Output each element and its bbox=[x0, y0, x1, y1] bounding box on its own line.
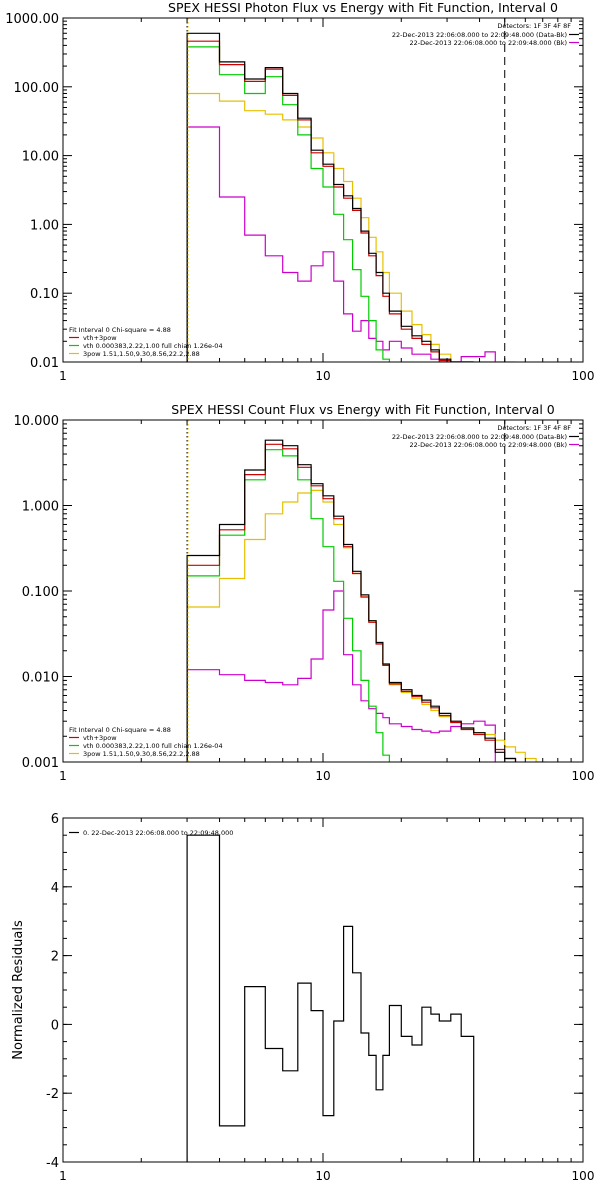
count-series-22-dec-2013-22-06-08-000-to-22-09-48-000 bbox=[186, 590, 496, 762]
photon-legend-tr-header: Detectors: 1F 3F 4F 8F bbox=[497, 22, 571, 30]
count-series-vth-3pow bbox=[186, 443, 517, 762]
count-legend-tr-header: Detectors: 1F 3F 4F 8F bbox=[497, 424, 571, 432]
residuals-xtick-label: 100 bbox=[572, 1169, 595, 1183]
count-xtick-label: 10 bbox=[315, 769, 330, 783]
residuals-legend-label: 0. 22-Dec-2013 22:06:08.000 to 22:09:48.… bbox=[83, 829, 233, 837]
photon-ytick-label: 100.00 bbox=[14, 81, 60, 96]
photon-xtick-label: 1 bbox=[59, 369, 67, 383]
photon-series-vth-3pow bbox=[186, 40, 474, 362]
photon-ytick-label: 0.01 bbox=[30, 356, 59, 371]
count-title: SPEX HESSI Count Flux vs Energy with Fit… bbox=[171, 402, 554, 417]
count-ytick-label: 0.010 bbox=[22, 671, 59, 686]
count-ytick-label: 0.001 bbox=[22, 756, 59, 771]
count-series-vth-0-000383-2-22-1-00-full-chian-1-26e- bbox=[186, 449, 390, 762]
photon-ytick-label: 10.00 bbox=[22, 150, 59, 165]
residuals-ylabel: Normalized Residuals bbox=[11, 920, 26, 1060]
photon-panel: 1 10 100 0.01 0.10 1.00 10.00 100.00 1000.00 SPEX… bbox=[5, 0, 594, 383]
count-legend-bl-label: vth 0.000383,2.22,1.00 full chian 1.26e-… bbox=[83, 742, 223, 750]
count-legend-bl-header: Fit Interval 0 Chi-square = 4.88 bbox=[69, 726, 171, 734]
photon-xtick-label: 10 bbox=[315, 369, 330, 383]
photon-ytick-label: 1000.00 bbox=[5, 12, 59, 27]
count-legend-tr-label: 22-Dec-2013 22:06:08.000 to 22:09:48.000… bbox=[410, 441, 568, 449]
photon-ytick-label: 1.00 bbox=[30, 218, 59, 233]
photon-series-data bbox=[186, 32, 474, 362]
photon-xtick-label: 100 bbox=[572, 369, 595, 383]
count-legend-tr-label: 22-Dec-2013 22:06:08.000 to 22:09:48.000… bbox=[392, 433, 567, 441]
photon-legend-bl-label: 3pow 1.51,1.50,9.30,8.56,22.2,2.88 bbox=[83, 350, 200, 358]
count-ytick-label: 10.000 bbox=[14, 414, 60, 429]
residuals-ytick-label: -4 bbox=[46, 1156, 59, 1171]
photon-legend-bl-label: vth+3pow bbox=[83, 334, 117, 342]
residuals-xtick-label: 1 bbox=[59, 1169, 67, 1183]
count-panel: 1 10 100 0.001 0.010 0.100 1.000 10.000 SPEX HES… bbox=[14, 402, 595, 783]
residuals-panel: 1 10 100 -4 -2 0 2 4 6 Normalized Residuals 0. 22-… bbox=[11, 812, 594, 1183]
photon-ytick-label: 0.10 bbox=[30, 287, 59, 302]
residuals-ytick-label: 0 bbox=[51, 1018, 59, 1033]
photon-series-vth-0-000383-2-22-1-00-full-chian-1-26e- bbox=[186, 46, 390, 362]
count-xtick-label: 100 bbox=[572, 769, 595, 783]
count-ytick-label: 1.000 bbox=[22, 500, 59, 515]
residuals-ytick-label: 4 bbox=[51, 881, 59, 896]
count-legend-bl-label: vth+3pow bbox=[83, 734, 117, 742]
count-xtick-label: 1 bbox=[59, 769, 67, 783]
photon-title: SPEX HESSI Photon Flux vs Energy with Fi… bbox=[168, 0, 558, 15]
residuals-ytick-label: 6 bbox=[51, 812, 59, 827]
residuals-xtick-label: 10 bbox=[315, 1169, 330, 1183]
residuals-ytick-label: -2 bbox=[46, 1087, 59, 1102]
residuals-series-0-22-dec-2013-22-06-08-000-to-22-09-48-0 bbox=[186, 834, 475, 1162]
count-series-3pow-1-51-1-50-9-30-8-56-22-2-2-88 bbox=[186, 489, 546, 762]
photon-legend-tr-label: 22-Dec-2013 22:06:08.000 to 22:09:48.000… bbox=[410, 39, 568, 47]
count-series-data bbox=[186, 439, 517, 762]
photon-legend-bl-header: Fit Interval 0 Chi-square = 4.88 bbox=[69, 326, 171, 334]
photon-legend-tr-label: 22-Dec-2013 22:06:08.000 to 22:09:48.000… bbox=[392, 31, 567, 39]
photon-legend-bl-label: vth 0.000383,2.22,1.00 full chian 1.26e-… bbox=[83, 342, 223, 350]
photon-series-22-dec-2013-22-06-08-000-to-22-09-48-000 bbox=[186, 126, 496, 362]
count-legend-bl-label: 3pow 1.51,1.50,9.30,8.56,22.2,2.88 bbox=[83, 750, 200, 758]
count-ytick-label: 0.100 bbox=[22, 585, 59, 600]
residuals-ytick-label: 2 bbox=[51, 950, 59, 965]
photon-series-3pow-1-51-1-50-9-30-8-56-22-2-2-88 bbox=[186, 92, 516, 362]
